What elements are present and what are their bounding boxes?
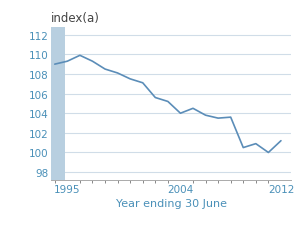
Text: index(a): index(a) (51, 12, 100, 25)
X-axis label: Year ending 30 June: Year ending 30 June (116, 198, 226, 208)
Bar (51, 28, 65, 180)
